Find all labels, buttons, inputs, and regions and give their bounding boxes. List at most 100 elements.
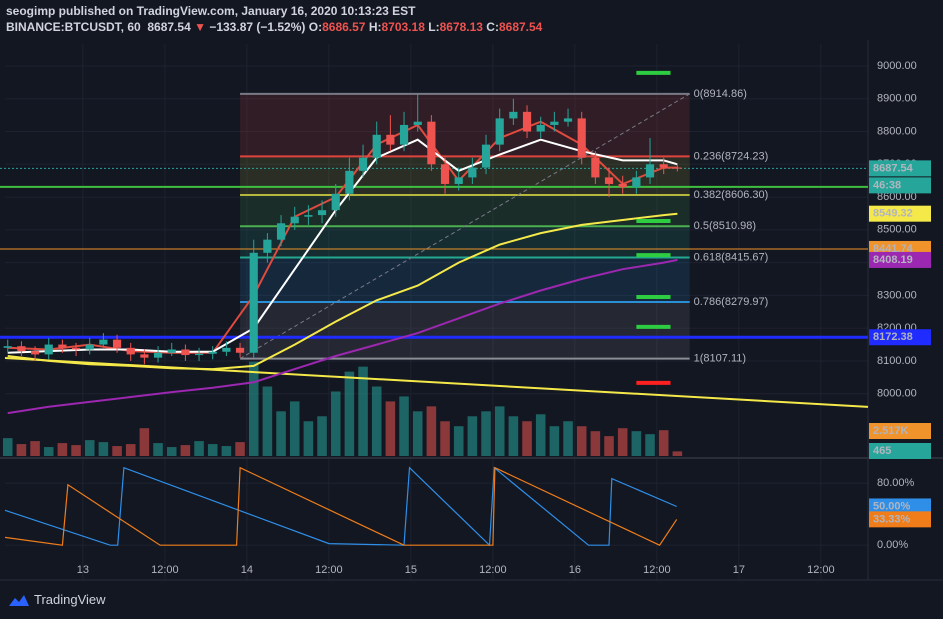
candle-body [495,118,504,145]
price-tag: 8172.38 [873,331,913,343]
candle-body [85,344,94,350]
candle-body [304,215,313,217]
candle-body [386,134,395,145]
candle-body [153,352,163,358]
logo [9,594,29,606]
candle-body [58,344,67,348]
candle-body [673,167,682,169]
volume-bar [166,447,177,456]
volume-bar [98,442,109,456]
volume-bar [16,444,27,456]
fib-label: 0.786(8279.97) [694,296,769,308]
candle-body [372,134,381,158]
volume-bar [645,434,655,456]
y-tick-label: 8100.00 [877,355,917,367]
candle-body [509,111,518,119]
h: 8703.18 [381,20,425,34]
volume-bar [672,451,683,456]
change: −133.87 (−1.52%) [209,20,306,34]
x-tick-label: 12:00 [643,564,671,576]
volume-bar [549,426,560,456]
candle-body [44,344,53,355]
x-tick-label: 12:00 [807,564,835,576]
price-tag: 8687.54 [873,162,914,174]
brand[interactable]: TradingView [8,592,106,607]
candle-body [71,347,81,350]
candle-body [317,210,327,216]
symbol: BINANCE:BTCUSDT, 60 [6,20,141,34]
volume-bar [180,445,191,456]
candle-body [577,118,586,158]
volume-bar [71,445,81,456]
price-tag: 8441.74 [873,243,914,255]
candle-body [331,193,340,211]
volume-bar [57,443,68,456]
countdown-tag-bg [869,177,931,194]
fib-band [240,93,690,157]
fib-band [240,257,690,302]
volume-bar [112,446,122,456]
candle-body [126,347,135,355]
y-tick-label: 80.00% [877,477,915,489]
volume-bar [207,444,218,456]
candle-body [427,121,436,165]
x-tick-label: 15 [405,564,417,576]
fib-label: 1(8107.11) [694,353,746,365]
volume-bar [481,411,491,456]
x-tick-label: 12:00 [479,564,507,576]
fib-band [240,226,690,258]
volume-bar [153,443,163,456]
fib-band [240,301,690,359]
x-tick-label: 14 [241,564,253,576]
volume-bar [317,416,327,456]
l-label: L: [428,20,440,34]
volume-bar [248,361,259,456]
moving-average [7,258,678,415]
h-label: H: [368,20,382,34]
candle-body [3,346,12,348]
candle-body [645,164,655,178]
oscillator-tag: 33.33% [873,513,911,525]
moving-average [7,212,678,371]
candle-body [563,118,573,122]
volume-bar [125,444,136,456]
x-tick-label: 13 [77,564,89,576]
candle-body [167,349,176,353]
candle-body [194,353,204,356]
volume-ma-tag-bg [869,423,931,440]
volume-bar [221,446,232,456]
l: 8678.13 [439,20,483,34]
candle-body [413,121,422,125]
candle-body [454,177,463,184]
x-tick-label: 17 [733,564,745,576]
price-tag-bg [869,329,931,346]
y-tick-label: 0.00% [877,539,908,551]
volume-bar [235,442,245,456]
y-tick-label: 9000.00 [877,60,917,72]
volume-bar [385,401,396,456]
volume-bar [262,386,273,456]
quote-line: BINANCE:BTCUSDT, 60 8687.54 ▼ −133.87 (−… [6,19,542,35]
volume-bar [604,436,614,456]
fib-label: 0.618(8415.67) [694,251,769,263]
candle-body [222,347,231,352]
candle-body [290,216,299,224]
publish-line: seogimp published on TradingView.com, Ja… [6,4,416,18]
moving-average [7,138,678,354]
volume-bar [139,428,150,456]
ma-tag: 8549.32 [873,208,913,220]
candle-body [604,177,614,184]
volume-bar [30,441,40,456]
y-tick-label: 8600.00 [877,191,917,203]
candle-body [591,157,600,178]
candle-body [481,144,491,168]
y-tick-label: 8300.00 [877,289,917,301]
price-tag-bg [869,160,931,177]
candle-body [399,124,409,145]
candle-body [536,124,545,132]
chart: 13 12:00 14 12:00 15 12:00 16 12:00 17 12:00 8000.… [0,40,943,581]
fib-label: 0.382(8606.30) [694,189,769,201]
oscillator-tag-bg [869,498,931,515]
fib-label: 0(8914.86) [694,88,747,100]
